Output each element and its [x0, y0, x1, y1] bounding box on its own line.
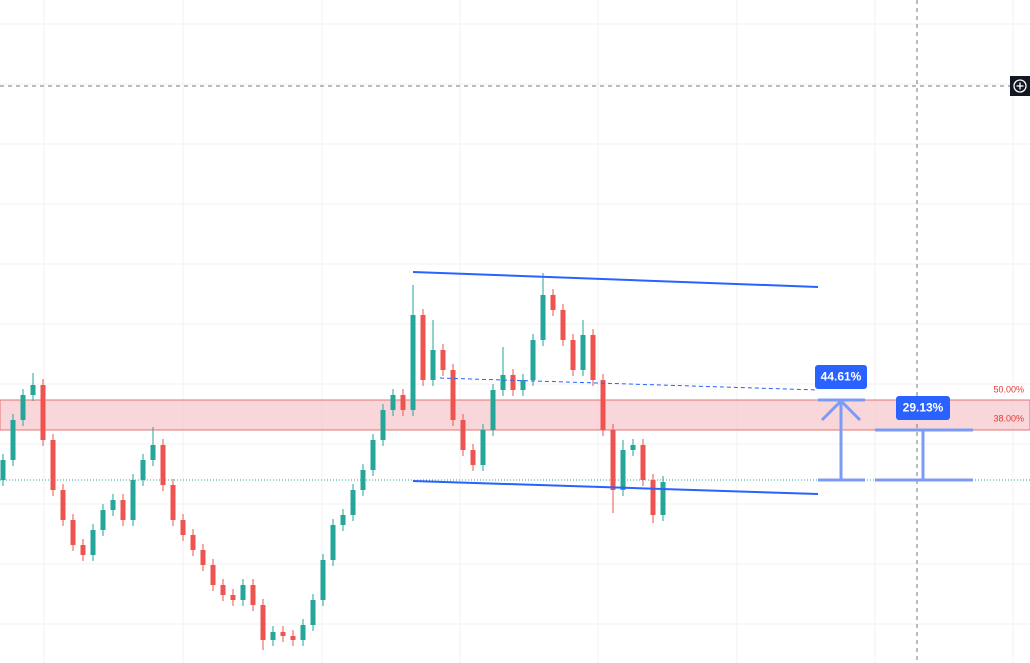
measure-2: [875, 428, 973, 482]
candle-body: [620, 450, 626, 490]
candle-body: [290, 636, 296, 640]
candle-body: [370, 440, 376, 470]
candles: [0, 273, 666, 650]
measure-label: 44.61%: [821, 370, 862, 384]
candle-body: [330, 525, 336, 560]
candle-body: [160, 445, 166, 485]
candle-body: [50, 440, 56, 490]
candle-body: [460, 420, 466, 450]
candle-body: [60, 490, 66, 520]
candle-body: [570, 340, 576, 370]
candle-body: [180, 520, 186, 535]
candle-body: [580, 335, 586, 370]
candle-body: [240, 585, 246, 600]
candle-body: [450, 370, 456, 420]
candle-body: [150, 445, 156, 460]
candle-body: [610, 430, 616, 490]
candle-body: [440, 350, 446, 370]
candle-body: [390, 395, 396, 410]
candle-body: [230, 595, 236, 600]
candle-body: [200, 550, 206, 565]
candle-body: [30, 385, 36, 395]
candle-body: [630, 445, 636, 450]
fib-label: 38.00%: [993, 413, 1024, 423]
candle-body: [320, 560, 326, 600]
candle-body: [540, 295, 546, 340]
candle-body: [600, 380, 606, 430]
candle-body: [40, 385, 46, 440]
candle-body: [260, 605, 266, 640]
candle-body: [400, 395, 406, 410]
candle-body: [130, 480, 136, 520]
candle-body: [310, 600, 316, 625]
trendline: [412, 271, 819, 288]
candle-body: [530, 340, 536, 380]
candle-body: [650, 480, 656, 515]
candle-body: [660, 482, 666, 515]
candle-body: [560, 310, 566, 340]
candle-body: [470, 450, 476, 465]
candle-body: [280, 632, 286, 636]
candle-body: [0, 460, 6, 480]
measure-label: 29.13%: [903, 401, 944, 415]
candle-body: [90, 530, 96, 555]
candle-body: [10, 420, 16, 460]
candle-body: [490, 390, 496, 430]
candle-body: [550, 295, 556, 310]
candle-body: [170, 485, 176, 520]
candle-body: [140, 460, 146, 480]
fib-label: 50.00%: [993, 384, 1024, 394]
candle-body: [110, 500, 116, 510]
candle-body: [270, 632, 276, 640]
candle-body: [410, 315, 416, 410]
candle-body: [70, 520, 76, 545]
candle-body: [300, 625, 306, 640]
candle-body: [380, 410, 386, 440]
candle-body: [20, 395, 26, 420]
candle-body: [120, 500, 126, 520]
candle-body: [250, 585, 256, 605]
candle-body: [520, 380, 526, 390]
candle-body: [80, 545, 86, 555]
measure-badge: [896, 396, 950, 420]
candle-body: [510, 375, 516, 390]
candle-body: [430, 350, 436, 380]
candle-body: [480, 430, 486, 465]
candle-body: [350, 490, 356, 515]
candle-body: [210, 565, 216, 585]
trendline-dashed: [439, 377, 819, 391]
candle-body: [100, 510, 106, 530]
candle-body: [190, 535, 196, 550]
drawings: 44.61% 29.13%: [412, 271, 973, 495]
candle-body: [640, 445, 646, 480]
candle-body: [220, 585, 226, 595]
fib-zone: [0, 399, 1030, 431]
crosshair-add-button[interactable]: [1010, 76, 1030, 96]
candle-body: [340, 515, 346, 525]
candle-body: [360, 470, 366, 490]
measure-1: [818, 398, 865, 482]
candle-body: [500, 375, 506, 390]
measure-badge: [815, 365, 867, 389]
candle-body: [420, 315, 426, 380]
trendline: [412, 480, 819, 495]
candle-body: [590, 335, 596, 380]
